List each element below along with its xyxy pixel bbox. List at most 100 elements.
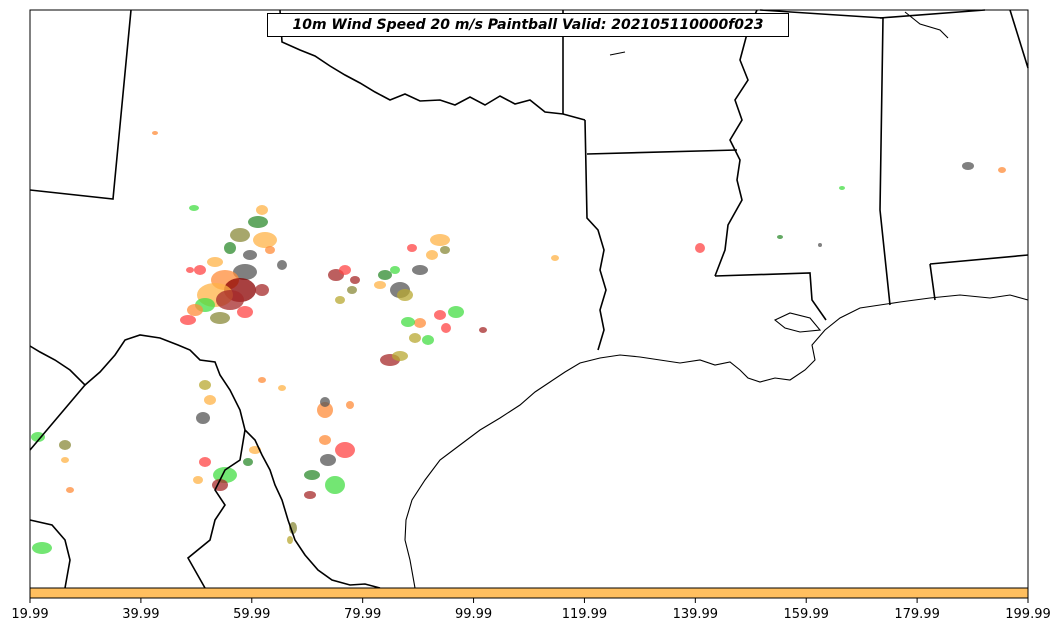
nm-ok-border (29, 9, 132, 200)
la-ms-border (714, 272, 827, 321)
paintball-blob (414, 318, 426, 328)
paintball-blob (230, 228, 250, 242)
paintball-blob (374, 281, 386, 289)
paintball-blob (186, 267, 194, 273)
paintball-blob (422, 335, 434, 345)
paintball-blob (180, 315, 196, 325)
paintball-blob (448, 306, 464, 318)
paintball-blob (32, 542, 52, 554)
paintball-blob (207, 257, 223, 267)
paintball-blob (210, 312, 230, 324)
tn-ga-border (879, 9, 986, 19)
paintball-blob (278, 385, 286, 391)
paintball-blob (962, 162, 974, 170)
lake-ar (609, 51, 626, 56)
rio-grande-border (29, 334, 381, 589)
mississippi-river (714, 9, 758, 277)
paintball-blob (187, 304, 203, 316)
paintball-blob (441, 323, 451, 333)
sabine-border (584, 119, 607, 351)
paintball-blob (350, 276, 360, 284)
paintball-blob (66, 487, 74, 493)
paintball-blob (204, 395, 216, 405)
colorbar (29, 587, 1029, 599)
gulf-coastline (404, 11, 1029, 589)
paintball-blob (265, 246, 275, 254)
paintball-blob (339, 265, 351, 275)
mx-state-line-2 (29, 519, 71, 589)
paintball-blob (61, 457, 69, 463)
colorbar-tick-label: 199.99 (1005, 607, 1051, 622)
paintball-blob (319, 435, 331, 445)
paintball-blob (346, 401, 354, 409)
colorbar-ticks: 19.99 39.99 59.99 79.99 99.99 119.99 139.99 159… (11, 598, 1051, 622)
colorbar-tick-label: 79.99 (344, 607, 381, 622)
paintball-blob (59, 440, 71, 450)
lake-pontchartrain (773, 312, 822, 333)
paintball-blob (347, 286, 357, 294)
paintball-blob (253, 232, 277, 248)
paintball-blob (426, 250, 438, 260)
paintball-blob (213, 467, 237, 483)
paintball-blob (479, 327, 487, 333)
paintball-blob (258, 377, 266, 383)
paintball-blob (407, 244, 417, 252)
river-north (904, 11, 949, 39)
paintball-blob (224, 242, 236, 254)
paintball-blob (401, 317, 415, 327)
map-title: 10m Wind Speed 20 m/s Paintball Valid: 2… (267, 13, 789, 37)
paintball-blob (289, 522, 297, 534)
state-boundaries (29, 9, 1029, 589)
paintball-blob (248, 216, 268, 228)
paintball-blob (216, 290, 244, 310)
paintball-blob (304, 470, 320, 480)
paintball-blob (378, 270, 392, 280)
paintball-blobs (31, 131, 1006, 554)
colorbar-tick-label: 159.99 (783, 607, 829, 622)
colorbar-tick-label: 139.99 (673, 607, 719, 622)
paintball-blob (412, 265, 428, 275)
ms-al-border (879, 17, 891, 306)
paintball-blob (818, 243, 822, 247)
colorbar-tick-label: 59.99 (233, 607, 270, 622)
paintball-blob (287, 536, 293, 544)
paintball-blob (237, 306, 253, 318)
colorbar-tick-label: 19.99 (11, 607, 48, 622)
paintball-blob (551, 255, 559, 261)
paintball-blob (392, 351, 408, 361)
paintball-blob (397, 289, 413, 301)
colorbar-tick-label: 39.99 (122, 607, 159, 622)
mx-state-line-3 (186, 429, 246, 589)
paintball-blob (317, 402, 333, 418)
paintball-blob (325, 476, 345, 494)
al-fl-border (929, 254, 1029, 265)
paintball-blob (440, 246, 450, 254)
ar-la-border (586, 149, 738, 155)
paintball-blob (243, 250, 257, 260)
coastline (404, 294, 1029, 589)
paintball-blob (194, 265, 206, 275)
paintball-blob (193, 476, 203, 484)
colorbar-tick-label: 99.99 (455, 607, 492, 622)
paintball-blob (335, 442, 355, 458)
map-background (30, 10, 1028, 588)
paintball-blob (189, 205, 199, 211)
paintball-blob (256, 205, 268, 215)
paintball-blob (233, 264, 257, 280)
paintball-blob (277, 260, 287, 270)
paintball-blob (839, 186, 845, 190)
paintball-blob (335, 296, 345, 304)
paintball-blob (152, 131, 158, 135)
paintball-blob (695, 243, 705, 253)
paintball-blob (777, 235, 783, 239)
paintball-blob (243, 458, 253, 466)
paintball-blob (255, 284, 269, 296)
paintball-blob (196, 412, 210, 424)
ga-border (1009, 9, 1029, 69)
mx-state-line-1 (29, 384, 86, 451)
paintball-blob (390, 266, 400, 274)
paintball-blob (199, 457, 211, 467)
paintball-blob (998, 167, 1006, 173)
paintball-blob (430, 234, 450, 246)
